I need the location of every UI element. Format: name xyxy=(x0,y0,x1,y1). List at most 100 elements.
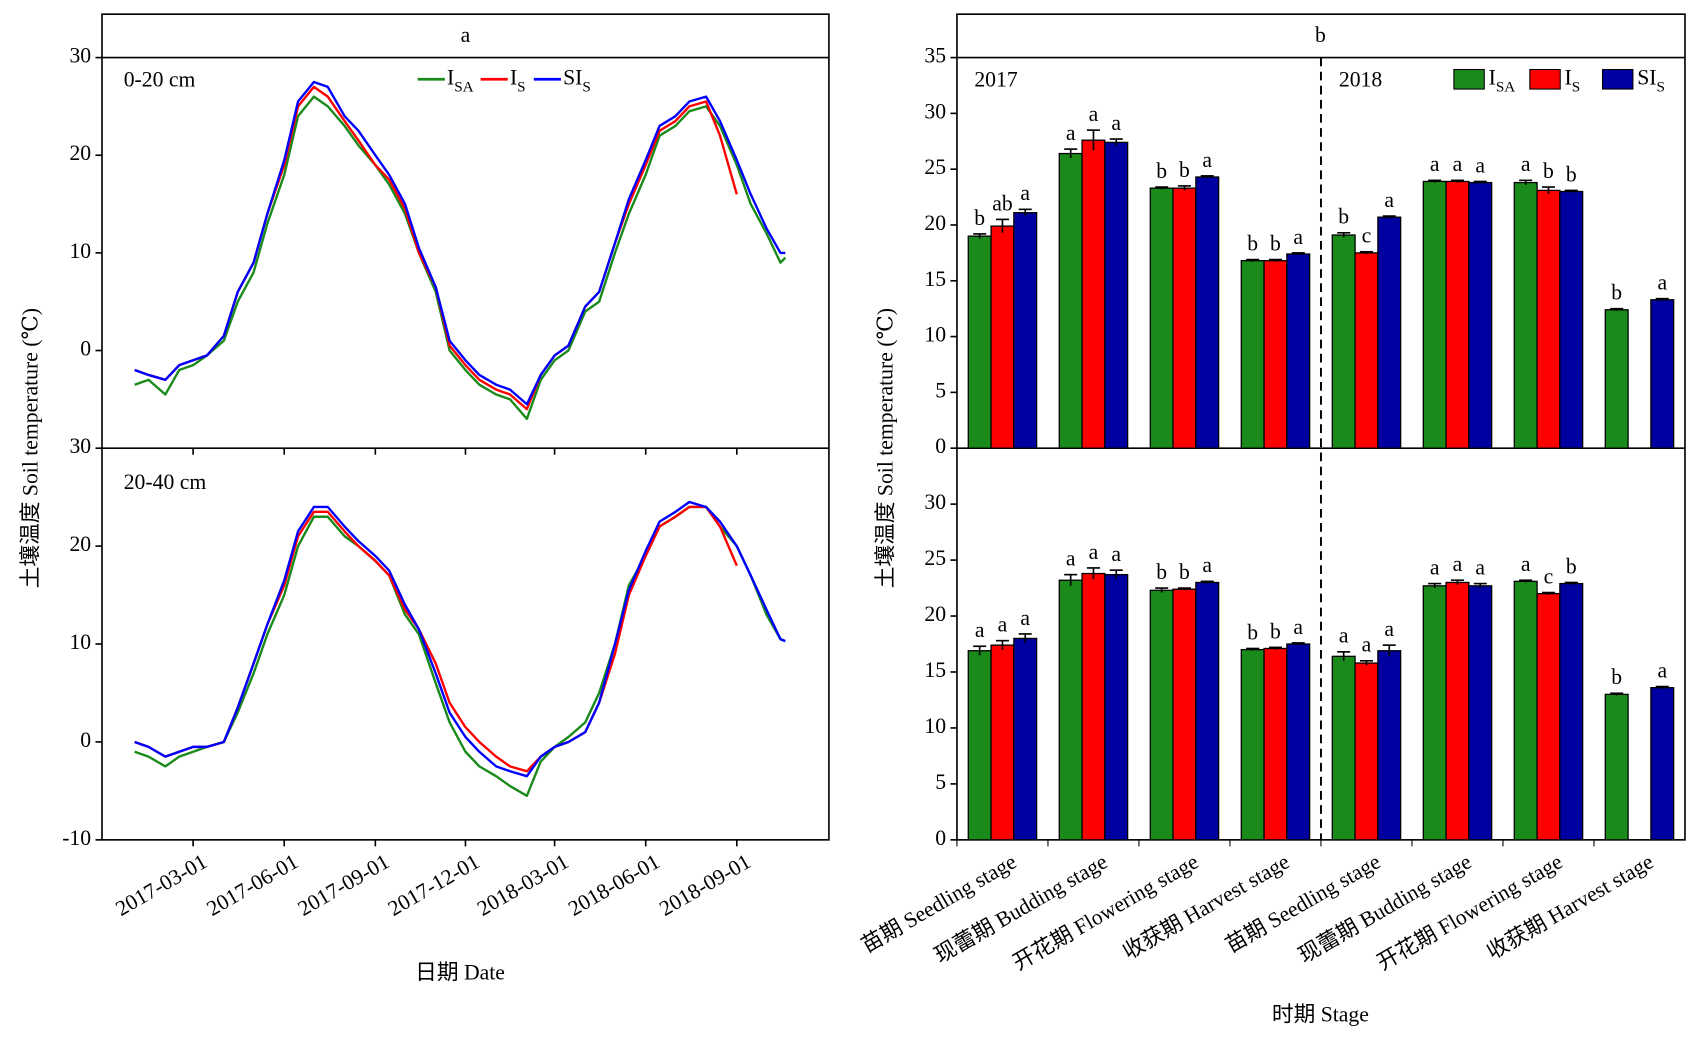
legend-label: SIS xyxy=(1637,65,1665,95)
y-tick-label: 20 xyxy=(924,211,946,235)
legend-label: ISA xyxy=(1489,65,1516,95)
series-line xyxy=(134,505,786,798)
x-tick-label: 2018-06-01 xyxy=(564,849,664,920)
significance-letter: b xyxy=(1156,560,1167,584)
bar xyxy=(1422,585,1447,841)
legend-label: ISA xyxy=(447,65,474,95)
bar xyxy=(1149,187,1174,449)
bar xyxy=(1331,655,1356,841)
significance-letter: b xyxy=(1247,620,1258,644)
significance-letter: a xyxy=(1657,658,1667,682)
bar xyxy=(1013,212,1038,449)
y-tick-label: 20 xyxy=(69,141,91,165)
bar xyxy=(1172,187,1197,449)
significance-letter: b xyxy=(1270,619,1281,643)
bar xyxy=(1081,572,1106,841)
y-tick-label: 0 xyxy=(935,434,946,458)
significance-letter: c xyxy=(1544,564,1554,588)
bar xyxy=(1240,648,1265,841)
legend-main: I xyxy=(510,65,517,89)
bar xyxy=(1195,581,1220,841)
year-label: 2018 xyxy=(1339,67,1383,91)
bar xyxy=(1263,647,1288,841)
x-tick-label: 2017-09-01 xyxy=(294,849,394,920)
significance-letter: b xyxy=(1611,665,1622,689)
bar xyxy=(967,235,992,449)
significance-letter: b xyxy=(1338,205,1349,229)
significance-letter: a xyxy=(998,613,1008,637)
y-tick-label: 25 xyxy=(924,155,946,179)
significance-letter: a xyxy=(1202,148,1212,172)
bar xyxy=(990,644,1015,841)
bar xyxy=(1604,309,1629,449)
x-tick-label: 2017-06-01 xyxy=(203,849,303,920)
legend-sub: SA xyxy=(1496,78,1515,95)
significance-letter: a xyxy=(1020,181,1030,205)
bar xyxy=(1058,579,1083,841)
significance-letter: a xyxy=(1020,606,1030,630)
significance-letter: a xyxy=(1202,553,1212,577)
significance-letter: a xyxy=(1066,547,1076,571)
significance-letter: a xyxy=(1293,225,1303,249)
significance-letter: a xyxy=(1066,121,1076,145)
significance-letter: a xyxy=(1089,102,1099,126)
panel-a-title: a xyxy=(461,23,471,47)
y-tick-label: 20 xyxy=(69,532,91,556)
y-tick-label: 5 xyxy=(935,770,946,794)
series-line xyxy=(134,80,786,406)
significance-letter: b xyxy=(1247,231,1258,255)
bar xyxy=(1149,589,1174,841)
bar xyxy=(1536,189,1561,449)
x-tick-label: 收获期 Harvest stage xyxy=(1119,849,1294,964)
x-tick-label: 2018-03-01 xyxy=(473,849,573,920)
y-axis-label: 土壤温度 Soil temperature (℃) xyxy=(19,308,43,588)
significance-letter: b xyxy=(1179,560,1190,584)
y-tick-label: 30 xyxy=(924,99,946,123)
series-line xyxy=(134,85,738,411)
significance-letter: b xyxy=(1566,554,1577,578)
bar xyxy=(1286,643,1311,841)
y-tick-label: 5 xyxy=(935,378,946,402)
significance-letter: a xyxy=(1453,552,1463,576)
y-tick-label: 10 xyxy=(69,630,91,654)
bar xyxy=(1354,662,1379,841)
significance-letter: b xyxy=(1611,281,1622,305)
series-line xyxy=(134,95,787,421)
significance-letter: a xyxy=(1384,617,1394,641)
panel-b-title: b xyxy=(1315,23,1326,47)
y-tick-label: 30 xyxy=(924,490,946,514)
legend-label: IS xyxy=(1565,65,1581,95)
bar xyxy=(1536,593,1561,841)
significance-letter: a xyxy=(1089,540,1099,564)
bar xyxy=(967,650,992,841)
bar xyxy=(1104,573,1129,841)
bar xyxy=(1445,180,1470,449)
significance-letter: a xyxy=(1521,552,1531,576)
bar xyxy=(1604,693,1629,841)
significance-letter: c xyxy=(1362,224,1372,248)
legend-label: SIS xyxy=(563,65,591,95)
significance-letter: a xyxy=(1362,633,1372,657)
legend-main: SI xyxy=(563,65,582,89)
x-tick-label: 收获期 Harvest stage xyxy=(1483,849,1658,964)
significance-letter: a xyxy=(1475,555,1485,579)
significance-letter: b xyxy=(1156,159,1167,183)
significance-letter: a xyxy=(1657,271,1667,295)
y-tick-label: -10 xyxy=(62,826,91,850)
y-tick-label: 0 xyxy=(80,728,91,752)
x-tick-label: 2017-03-01 xyxy=(111,849,211,920)
bar xyxy=(1240,260,1265,449)
bar xyxy=(1286,253,1311,449)
bar xyxy=(1104,141,1129,449)
legend-main: I xyxy=(1489,65,1496,89)
bar xyxy=(1559,582,1584,841)
legend-swatch xyxy=(1601,68,1634,90)
bar xyxy=(1377,650,1402,841)
y-tick-label: 0 xyxy=(80,337,91,361)
significance-letter: a xyxy=(1384,188,1394,212)
significance-letter: a xyxy=(1521,152,1531,176)
y-tick-label: 25 xyxy=(924,546,946,570)
significance-letter: a xyxy=(1430,555,1440,579)
bar xyxy=(1468,585,1493,841)
significance-letter: b xyxy=(1566,162,1577,186)
